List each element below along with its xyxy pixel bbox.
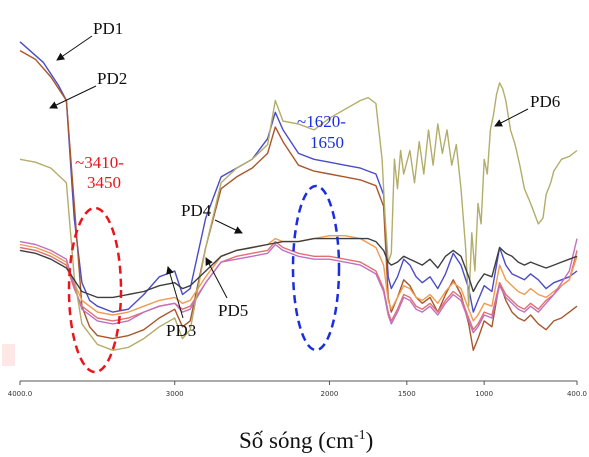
series-line-pd2: [19, 49, 578, 351]
x-tick-label-2000: 2000: [321, 390, 339, 398]
pointer-pd5: [205, 257, 228, 299]
pointer-pd6: [494, 108, 529, 127]
series-line-unlabeled-6: [19, 237, 578, 299]
series-layer: [19, 41, 578, 351]
x-axis-ticks: 4000.0 3000 2000 1500 1000 400.0: [8, 381, 587, 398]
pointer-pd1: [56, 35, 93, 61]
decorative-square: [2, 344, 15, 366]
label-pd5: PD5: [218, 301, 248, 320]
x-tick-label-1000: 1000: [475, 390, 493, 398]
x-axis-title-main: Số sóng (cm: [239, 428, 354, 453]
x-axis-title-close: ): [366, 428, 374, 453]
x-tick-label-400: 400.0: [567, 390, 587, 398]
label-pd2: PD2: [97, 69, 127, 88]
annotation-oh-line1: ~3410-: [75, 153, 124, 172]
pointer-pd2: [49, 85, 97, 109]
co-band-ellipse: [291, 184, 341, 352]
series-line-pd5: [19, 238, 578, 334]
pointer-pd4: [214, 219, 243, 234]
x-axis-title-sup: -1: [354, 428, 366, 443]
series-line-pd4: [19, 235, 578, 322]
annotation-oh-line2: 3450: [87, 173, 121, 192]
x-axis-title: Số sóng (cm-1): [239, 428, 373, 453]
series-line-pd6: [19, 82, 578, 351]
label-pd3: PD3: [166, 321, 196, 340]
label-pd6: PD6: [530, 92, 560, 111]
label-pd4: PD4: [181, 201, 212, 220]
x-tick-label-3000: 3000: [166, 390, 184, 398]
annotation-co-line2: 1650: [310, 133, 344, 152]
pointer-pd3: [166, 266, 184, 319]
x-tick-label-1500: 1500: [398, 390, 416, 398]
x-tick-label-4000: 4000.0: [8, 390, 33, 398]
annotation-co-line1: ~1620-: [297, 112, 346, 131]
label-pd1: PD1: [93, 19, 123, 38]
oh-band-ellipse: [67, 206, 123, 374]
